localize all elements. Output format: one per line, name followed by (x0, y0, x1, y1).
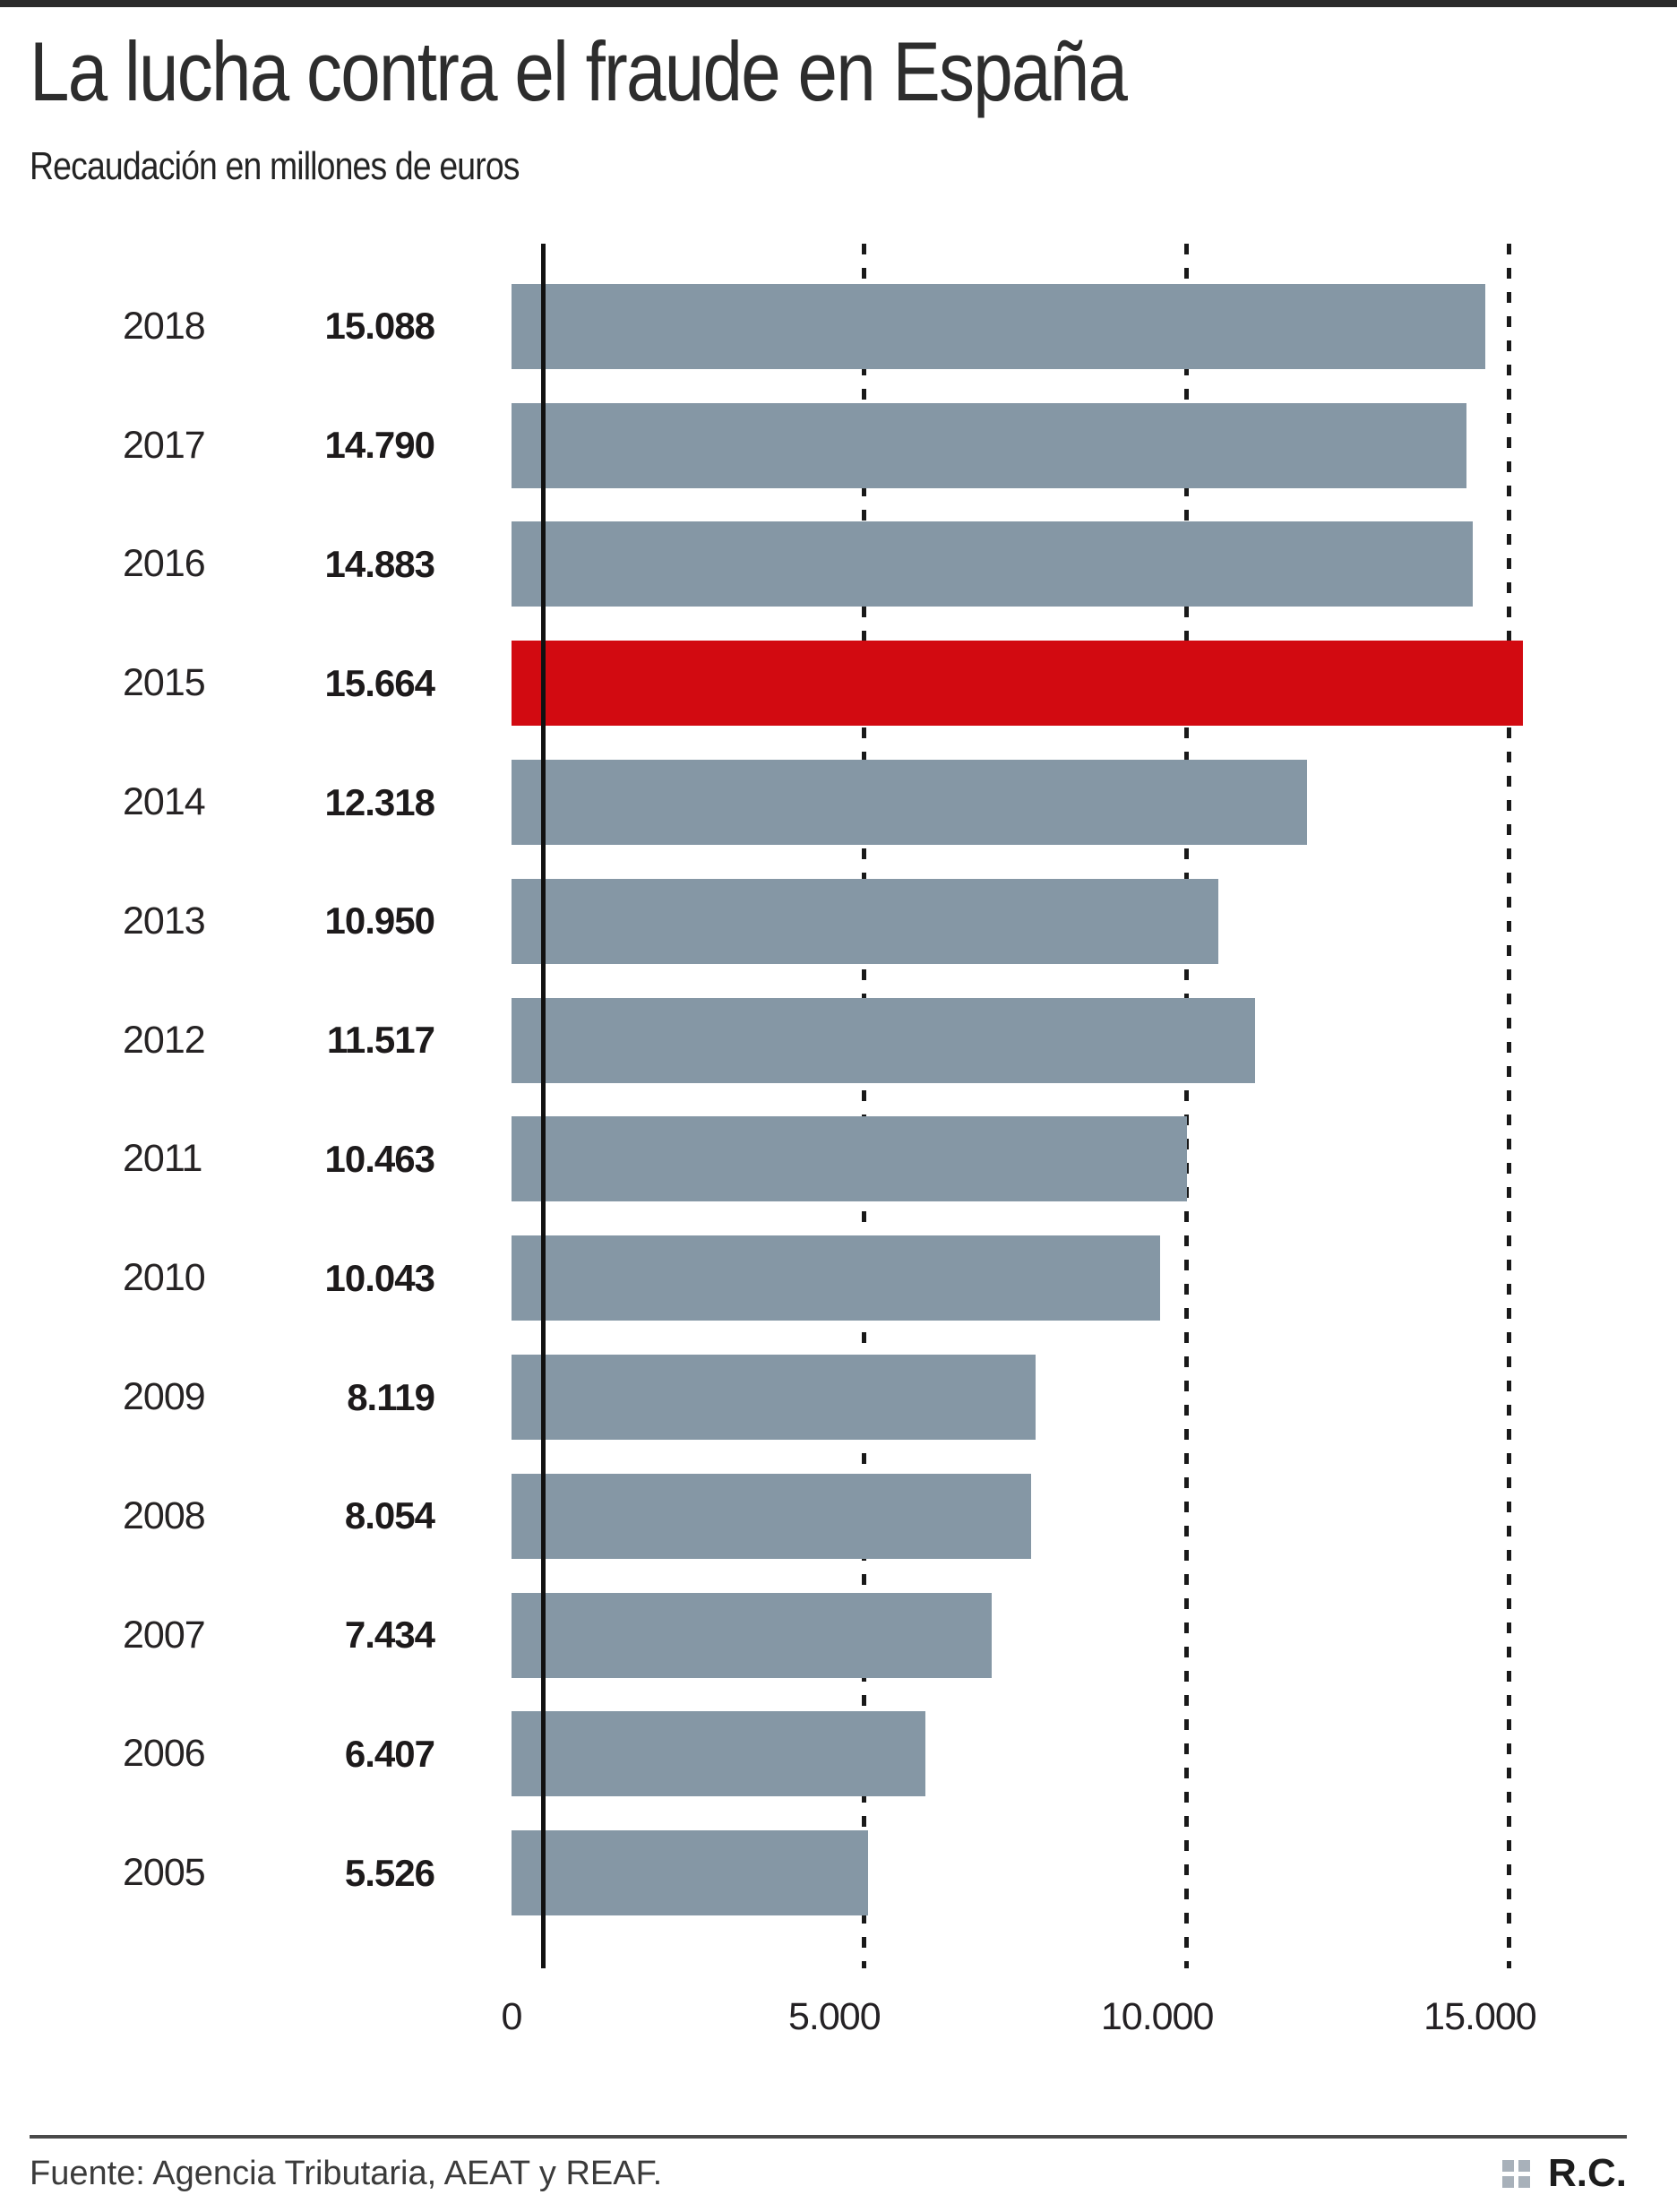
bar-track (512, 267, 1528, 386)
value-label: 8.119 (347, 1375, 435, 1418)
bar-track (512, 1100, 1528, 1219)
value-label: 11.517 (326, 1019, 435, 1062)
year-label: 2009 (123, 1375, 206, 1419)
source-text: Fuente: Agencia Tributaria, AEAT y REAF. (30, 2154, 663, 2192)
gridlines (541, 244, 1558, 1968)
year-label: 2007 (123, 1613, 206, 1657)
bar (512, 878, 1219, 964)
bar-row: 2009 8.119 (30, 1338, 1627, 1457)
y-axis-line (541, 244, 546, 1968)
footer: Fuente: Agencia Tributaria, AEAT y REAF.… (30, 2135, 1627, 2196)
year-label: 2017 (123, 423, 206, 467)
x-tick-label: 5.000 (788, 1995, 882, 2038)
bar (512, 1473, 1032, 1559)
bar-track (512, 1576, 1528, 1695)
value-label: 15.664 (324, 661, 435, 704)
bar-row: 2011 10.463 (30, 1100, 1627, 1219)
year-label: 2012 (123, 1018, 206, 1062)
bar-row: 2014 12.318 (30, 743, 1627, 862)
year-label: 2015 (123, 661, 206, 705)
year-label: 2006 (123, 1732, 206, 1776)
value-label: 12.318 (324, 780, 435, 823)
bar-track (512, 1813, 1528, 1932)
bar-row: 2010 10.043 (30, 1218, 1627, 1338)
bar-track (512, 1457, 1528, 1576)
year-label: 2005 (123, 1851, 206, 1895)
bar-row: 2007 7.434 (30, 1576, 1627, 1695)
year-label: 2008 (123, 1493, 206, 1537)
gridline (861, 244, 866, 1968)
bar (512, 1592, 992, 1678)
credit-label: R.C. (1548, 2151, 1627, 2195)
x-tick-label: 10.000 (1100, 1995, 1215, 2038)
bar-track (512, 862, 1528, 981)
bar (512, 1711, 925, 1797)
footer-divider (30, 2135, 1627, 2139)
chart-subtitle: Recaudación en millones de euros (30, 144, 520, 188)
x-tick-label: 15.000 (1423, 1995, 1537, 2038)
value-label: 7.434 (344, 1614, 435, 1657)
bar-row: 2015 15.664 (30, 624, 1627, 743)
top-border (0, 0, 1677, 7)
bar (512, 402, 1466, 488)
bar-row: 2005 5.526 (30, 1813, 1627, 1932)
year-label: 2016 (123, 542, 206, 586)
bar-row: 2018 15.088 (30, 267, 1627, 386)
bar-track (512, 624, 1528, 743)
value-label: 10.950 (324, 899, 435, 942)
bar (512, 997, 1255, 1083)
page-title: La lucha contra el fraude en España (30, 24, 1128, 118)
bar-highlight (512, 641, 1523, 727)
year-label: 2010 (123, 1256, 206, 1300)
bar-row: 2013 10.950 (30, 862, 1627, 981)
value-label: 6.407 (344, 1732, 435, 1775)
bar-row: 2012 11.517 (30, 981, 1627, 1100)
bar (512, 760, 1307, 846)
bar-track (512, 743, 1528, 862)
bar (512, 1235, 1160, 1321)
value-label: 10.463 (324, 1137, 435, 1180)
gridline (1184, 244, 1190, 1968)
year-label: 2013 (123, 899, 206, 942)
bar-track (512, 505, 1528, 624)
year-label: 2018 (123, 304, 206, 348)
bar-track (512, 1695, 1528, 1814)
bar-track (512, 386, 1528, 505)
bar (512, 1116, 1187, 1202)
bar (512, 521, 1473, 607)
x-axis-labels: 0 5.000 10.000 15.000 (502, 1968, 1537, 2040)
value-label: 8.054 (344, 1494, 435, 1537)
year-label: 2011 (123, 1137, 202, 1181)
value-label: 10.043 (324, 1256, 435, 1299)
year-label: 2014 (123, 780, 206, 824)
bar-row: 2016 14.883 (30, 505, 1627, 624)
bar (512, 1830, 869, 1916)
value-label: 5.526 (344, 1851, 435, 1894)
bar-chart: 2018 15.088 2017 14.790 2016 14.883 2015 15.664… (30, 244, 1627, 2040)
bar-row: 2017 14.790 (30, 386, 1627, 505)
bar-track (512, 1338, 1528, 1457)
bar-track (512, 981, 1528, 1100)
gridline (1507, 244, 1512, 1968)
bar (512, 283, 1486, 369)
x-tick-label: 0 (501, 1995, 523, 2038)
value-label: 14.883 (324, 542, 435, 585)
value-label: 14.790 (324, 424, 435, 467)
value-label: 15.088 (324, 305, 435, 348)
bar-row: 2008 8.054 (30, 1457, 1627, 1576)
rc-squares-icon (1502, 2159, 1530, 2188)
credit: R.C. (1502, 2151, 1627, 2196)
bar-row: 2006 6.407 (30, 1695, 1627, 1814)
chart-rows: 2018 15.088 2017 14.790 2016 14.883 2015 15.664… (30, 244, 1627, 1968)
bar (512, 1355, 1036, 1441)
bar-track (512, 1218, 1528, 1338)
